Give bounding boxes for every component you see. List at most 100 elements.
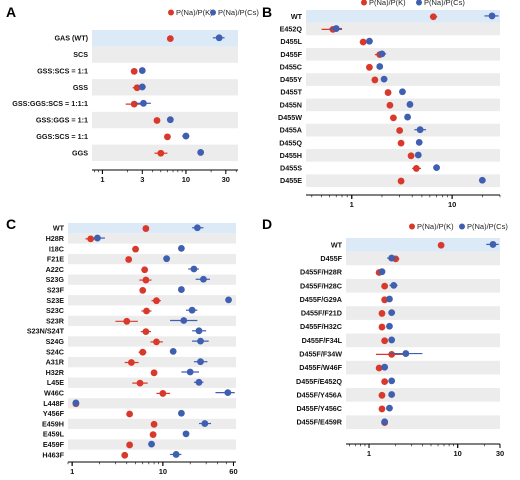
point-k: [142, 225, 150, 232]
legend-marker-k: [168, 9, 174, 16]
point-k: [139, 286, 147, 294]
row-band: [68, 253, 236, 265]
point-cs: [182, 132, 190, 140]
point-k: [384, 89, 392, 96]
row-label: S23E: [46, 296, 64, 305]
point-k: [126, 441, 134, 449]
point-cs: [404, 113, 411, 121]
row-label: D455F/G29A: [300, 295, 342, 304]
row-label: SCS: [73, 50, 88, 59]
row-label: H32R: [46, 368, 65, 377]
point-cs: [215, 34, 223, 42]
point-cs: [186, 368, 194, 376]
point-cs: [416, 126, 424, 134]
point-cs: [386, 404, 393, 412]
point-k: [390, 114, 397, 122]
point-k: [141, 266, 149, 274]
tick-label: 10: [448, 200, 456, 209]
row-label: D455F/H28R: [300, 268, 343, 277]
tick-label: 10: [454, 449, 462, 458]
point-cs: [386, 322, 393, 330]
point-cs: [94, 234, 101, 242]
row-band: [346, 388, 500, 402]
row-band: [346, 415, 500, 429]
point-cs: [415, 138, 423, 146]
row-label: D455E: [280, 176, 302, 185]
point-cs: [388, 336, 396, 344]
row-label: D455W: [278, 113, 302, 122]
point-k: [164, 133, 171, 141]
point-k: [128, 359, 135, 366]
tick-label: 1: [70, 467, 74, 476]
point-k: [123, 317, 131, 325]
row-label: W46C: [44, 389, 64, 398]
point-cs: [177, 244, 185, 252]
tick-label: 1: [350, 200, 354, 209]
panel-C: CP(Na)/P(K)P(Na)/P(Cs)WTH28RI18CF21EA22C…: [6, 216, 238, 476]
point-cs: [172, 451, 180, 458]
point-cs: [388, 391, 396, 398]
point-cs: [390, 281, 398, 289]
row-label: S23F: [47, 285, 65, 294]
legend-marker-cs: [416, 0, 422, 6]
point-cs: [138, 67, 146, 74]
tick-label: 10: [159, 467, 167, 476]
row-band: [68, 315, 236, 327]
row-label: D455F/W46F: [299, 363, 342, 372]
tick-label: 3: [140, 175, 144, 184]
point-k: [381, 337, 389, 345]
point-cs: [169, 348, 177, 355]
row-label: D455F/F34W: [299, 349, 342, 358]
row-label: D455F/Y456A: [296, 390, 342, 399]
point-k: [157, 149, 165, 157]
point-k: [150, 369, 158, 377]
row-label: H28R: [46, 234, 65, 243]
row-label: S23R: [46, 316, 65, 325]
point-cs: [225, 296, 232, 304]
point-cs: [406, 101, 414, 108]
row-band: [306, 47, 500, 61]
point-cs: [332, 25, 340, 32]
point-k: [397, 177, 405, 185]
row-band: [306, 22, 500, 36]
row-label: E452Q: [280, 24, 303, 33]
tick-label: 1: [367, 449, 371, 458]
point-k: [378, 391, 386, 399]
point-k: [381, 282, 389, 290]
point-cs: [381, 418, 389, 426]
point-cs: [381, 363, 389, 371]
legend-label-cs: P(Na)/P(Cs): [467, 222, 508, 231]
point-cs: [148, 440, 155, 448]
row-label: GGS: [72, 148, 88, 157]
point-k: [366, 63, 373, 71]
point-cs: [201, 420, 209, 427]
row-label: D455L: [280, 37, 302, 46]
point-k: [130, 100, 138, 108]
point-k: [121, 451, 129, 459]
row-label: D455N: [280, 100, 302, 109]
point-k: [407, 152, 415, 160]
point-k: [87, 235, 95, 243]
legend-marker-cs: [459, 223, 465, 230]
point-k: [139, 348, 147, 356]
point-cs: [489, 241, 497, 248]
row-label: D455F/F21D: [301, 309, 342, 318]
row-label: A22C: [46, 265, 64, 274]
row-label: E459L: [43, 430, 65, 439]
row-band: [68, 377, 236, 388]
panel-D: D P(Na)/P(K) P(Na)/P(Cs) WT D455F D455F/H28R D…: [262, 216, 508, 458]
point-k: [378, 310, 386, 317]
row-label: D455F/F34L: [302, 336, 343, 345]
point-cs: [177, 286, 185, 293]
row-band: [306, 98, 500, 112]
row-label: D455F/H32C: [300, 322, 342, 331]
point-k: [396, 127, 404, 134]
row-band: [68, 274, 236, 285]
tick-label: 30: [496, 449, 504, 458]
point-cs: [177, 409, 185, 417]
row-label: E459H: [42, 419, 64, 428]
row-label: WT: [331, 240, 343, 249]
legend-marker-cs: [210, 9, 216, 16]
point-cs: [399, 88, 406, 96]
legend-label-k: P(Na)/P(K): [176, 8, 213, 17]
